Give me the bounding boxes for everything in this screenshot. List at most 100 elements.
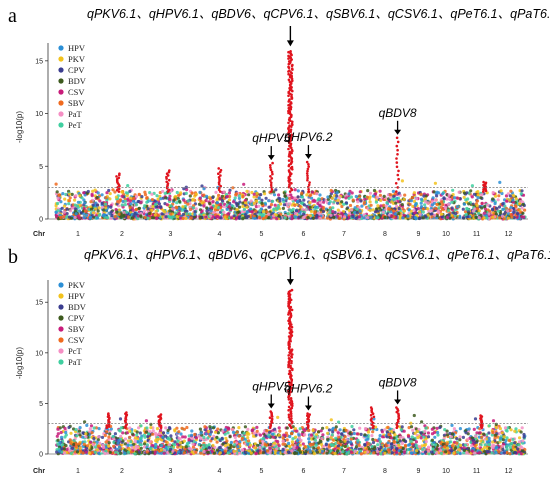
snp-point bbox=[245, 205, 249, 209]
snp-point bbox=[125, 210, 129, 214]
snp-point bbox=[290, 440, 294, 444]
y-tick-label: 10 bbox=[35, 350, 43, 357]
snp-point bbox=[93, 445, 98, 449]
snp-point bbox=[202, 187, 206, 191]
snp-point bbox=[118, 449, 122, 453]
snp-point bbox=[68, 449, 72, 453]
snp-point bbox=[168, 197, 172, 201]
legend-label: CPV bbox=[68, 65, 85, 75]
snp-point bbox=[362, 216, 366, 220]
chromosome-label: 12 bbox=[505, 468, 513, 475]
panel-letter: b bbox=[8, 246, 18, 268]
snp-point bbox=[402, 209, 406, 213]
snp-point bbox=[317, 197, 321, 201]
snp-point bbox=[190, 429, 194, 433]
significant-snp bbox=[117, 176, 121, 180]
snp-point bbox=[129, 450, 133, 454]
snp-point bbox=[368, 200, 372, 204]
snp-point bbox=[143, 435, 147, 439]
snp-point bbox=[326, 431, 330, 435]
significant-snp bbox=[288, 190, 292, 193]
snp-point bbox=[226, 443, 230, 447]
snp-point bbox=[491, 190, 495, 195]
snp-point bbox=[157, 202, 161, 206]
snp-point bbox=[304, 449, 308, 454]
snp-point bbox=[238, 216, 242, 220]
snp-point bbox=[472, 192, 477, 196]
significant-snp bbox=[167, 178, 171, 182]
snp-point bbox=[393, 212, 397, 216]
snp-point bbox=[276, 451, 280, 455]
legend-swatch bbox=[58, 111, 64, 117]
significant-snp bbox=[290, 67, 294, 70]
significant-snp bbox=[397, 169, 400, 173]
snp-point bbox=[188, 194, 192, 198]
snp-point bbox=[283, 442, 287, 446]
snp-point bbox=[54, 210, 58, 214]
snp-point bbox=[143, 193, 148, 197]
snp-point bbox=[397, 206, 401, 211]
snp-point bbox=[476, 196, 480, 200]
snp-point bbox=[391, 209, 396, 213]
snp-point bbox=[521, 211, 525, 215]
snp-point bbox=[199, 451, 203, 455]
snp-point bbox=[64, 192, 68, 197]
snp-point bbox=[390, 442, 394, 446]
snp-point bbox=[389, 193, 393, 197]
snp-point bbox=[178, 200, 182, 204]
snp-point bbox=[130, 216, 135, 220]
snp-point bbox=[385, 201, 389, 205]
snp-point bbox=[134, 203, 139, 207]
snp-point bbox=[314, 216, 318, 220]
snp-point bbox=[303, 444, 307, 449]
snp-point bbox=[448, 197, 452, 201]
snp-point bbox=[96, 216, 100, 220]
significant-snp bbox=[287, 72, 290, 76]
significant-snp bbox=[394, 182, 398, 185]
snp-point bbox=[278, 199, 282, 203]
snp-point bbox=[412, 199, 417, 203]
snp-point bbox=[329, 418, 333, 422]
snp-point bbox=[68, 438, 72, 442]
snp-point bbox=[183, 435, 187, 439]
snp-point bbox=[166, 437, 170, 441]
snp-point bbox=[521, 202, 525, 207]
snp-point bbox=[372, 188, 377, 193]
snp-point bbox=[222, 190, 226, 194]
snp-point bbox=[255, 191, 259, 195]
significant-snp bbox=[289, 107, 293, 111]
snp-point bbox=[254, 433, 258, 437]
snp-point bbox=[311, 216, 315, 220]
snp-point bbox=[264, 196, 268, 200]
snp-point bbox=[136, 214, 141, 218]
snp-point bbox=[424, 215, 428, 219]
snp-point bbox=[116, 441, 120, 445]
snp-point bbox=[366, 430, 371, 434]
snp-point bbox=[369, 203, 373, 207]
snp-point bbox=[67, 192, 72, 196]
snp-point bbox=[181, 216, 185, 221]
snp-point bbox=[447, 193, 451, 197]
snp-point bbox=[70, 192, 74, 196]
snp-point bbox=[261, 209, 266, 214]
snp-point bbox=[154, 202, 158, 206]
snp-point bbox=[267, 216, 271, 220]
snp-point bbox=[327, 428, 331, 432]
snp-point bbox=[160, 443, 164, 448]
snp-point bbox=[347, 450, 351, 454]
snp-point bbox=[479, 193, 484, 197]
snp-point bbox=[255, 425, 259, 429]
snp-point bbox=[403, 193, 407, 197]
snp-point bbox=[326, 197, 330, 201]
snp-point bbox=[59, 430, 63, 435]
snp-point bbox=[128, 189, 132, 193]
snp-point bbox=[375, 195, 379, 199]
snp-point bbox=[348, 211, 352, 216]
snp-point bbox=[250, 428, 254, 433]
snp-point bbox=[463, 210, 468, 214]
snp-point bbox=[414, 202, 418, 206]
snp-point bbox=[137, 426, 141, 430]
snp-point bbox=[305, 193, 309, 197]
legend-label: BDV bbox=[68, 76, 87, 86]
snp-point bbox=[72, 439, 76, 443]
